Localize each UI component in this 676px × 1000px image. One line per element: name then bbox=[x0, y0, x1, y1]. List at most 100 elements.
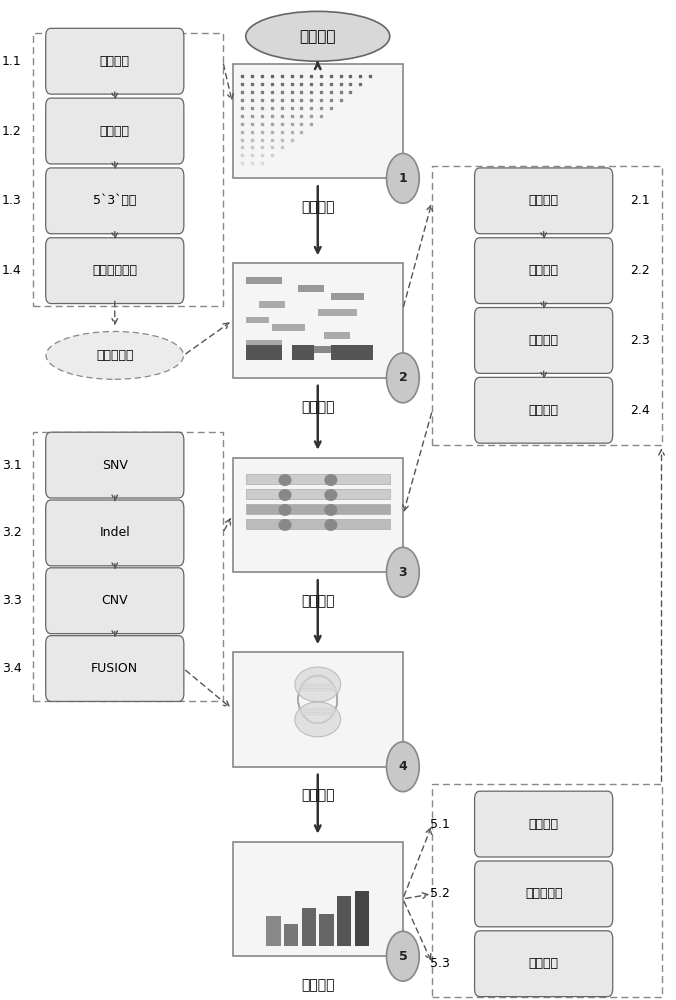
Text: 质量矫正: 质量矫正 bbox=[529, 404, 558, 417]
Text: SNV: SNV bbox=[102, 459, 128, 472]
FancyBboxPatch shape bbox=[46, 98, 184, 164]
Ellipse shape bbox=[279, 519, 291, 531]
Text: 3.1: 3.1 bbox=[2, 459, 22, 472]
Ellipse shape bbox=[246, 11, 390, 61]
Bar bbox=[284, 924, 298, 946]
Text: 3: 3 bbox=[399, 566, 407, 579]
Bar bbox=[246, 340, 282, 347]
Ellipse shape bbox=[279, 474, 291, 486]
Text: 2: 2 bbox=[398, 371, 407, 384]
Text: 变异统计: 变异统计 bbox=[529, 957, 558, 970]
FancyBboxPatch shape bbox=[46, 636, 184, 701]
FancyBboxPatch shape bbox=[475, 861, 612, 927]
FancyBboxPatch shape bbox=[475, 238, 612, 304]
Text: 5.1: 5.1 bbox=[431, 818, 450, 831]
Ellipse shape bbox=[295, 667, 341, 702]
Bar bbox=[291, 345, 314, 360]
Bar bbox=[246, 474, 390, 484]
Circle shape bbox=[387, 742, 419, 792]
Text: 5: 5 bbox=[398, 950, 407, 963]
Bar bbox=[272, 324, 305, 331]
Text: 5.3: 5.3 bbox=[431, 957, 450, 970]
Ellipse shape bbox=[295, 702, 341, 737]
Text: 4: 4 bbox=[398, 760, 407, 773]
Bar bbox=[233, 263, 403, 378]
Bar bbox=[324, 332, 350, 339]
FancyBboxPatch shape bbox=[475, 168, 612, 234]
Text: 1.1: 1.1 bbox=[2, 55, 22, 68]
Bar bbox=[246, 519, 390, 529]
Ellipse shape bbox=[46, 331, 183, 379]
Text: 1.3: 1.3 bbox=[2, 194, 22, 207]
FancyBboxPatch shape bbox=[46, 568, 184, 634]
Text: Indel: Indel bbox=[99, 526, 130, 539]
Circle shape bbox=[387, 931, 419, 981]
Bar bbox=[33, 432, 223, 701]
Ellipse shape bbox=[279, 489, 291, 501]
Text: 3.3: 3.3 bbox=[2, 594, 22, 607]
FancyBboxPatch shape bbox=[46, 168, 184, 234]
Bar bbox=[433, 784, 662, 997]
Ellipse shape bbox=[279, 504, 291, 516]
FancyBboxPatch shape bbox=[46, 28, 184, 94]
Ellipse shape bbox=[324, 474, 337, 486]
Text: FUSION: FUSION bbox=[91, 662, 139, 675]
Text: 1: 1 bbox=[398, 172, 407, 185]
FancyBboxPatch shape bbox=[475, 931, 612, 997]
Bar bbox=[33, 33, 223, 306]
Text: 变异检测: 变异检测 bbox=[301, 594, 335, 608]
Bar bbox=[233, 64, 403, 178]
Bar bbox=[246, 317, 268, 323]
Bar bbox=[319, 914, 334, 946]
Bar bbox=[301, 908, 316, 946]
FancyBboxPatch shape bbox=[475, 377, 612, 443]
Bar bbox=[259, 301, 285, 308]
Bar bbox=[331, 293, 364, 300]
Text: 高质量数据: 高质量数据 bbox=[96, 349, 134, 362]
Bar bbox=[355, 891, 369, 946]
Bar bbox=[305, 346, 334, 353]
Ellipse shape bbox=[324, 519, 337, 531]
Text: 3.4: 3.4 bbox=[2, 662, 22, 675]
Text: 滑动窗口质控: 滑动窗口质控 bbox=[92, 264, 137, 277]
Bar bbox=[337, 896, 352, 946]
Bar bbox=[246, 345, 282, 360]
Text: 变异注释: 变异注释 bbox=[301, 789, 335, 803]
Text: 5`3`剪切: 5`3`剪切 bbox=[93, 194, 137, 207]
FancyBboxPatch shape bbox=[46, 432, 184, 498]
Bar bbox=[331, 345, 373, 360]
Bar bbox=[246, 277, 282, 284]
Bar bbox=[298, 285, 324, 292]
Text: 2.1: 2.1 bbox=[631, 194, 650, 207]
Text: 2.3: 2.3 bbox=[631, 334, 650, 347]
Text: 优化比对: 优化比对 bbox=[529, 334, 558, 347]
Text: 序列比对: 序列比对 bbox=[529, 264, 558, 277]
Bar bbox=[266, 916, 281, 946]
Text: 5.2: 5.2 bbox=[431, 887, 450, 900]
Bar bbox=[233, 458, 403, 572]
Circle shape bbox=[387, 153, 419, 203]
Bar bbox=[246, 504, 390, 514]
FancyBboxPatch shape bbox=[46, 238, 184, 304]
Ellipse shape bbox=[324, 489, 337, 501]
FancyBboxPatch shape bbox=[475, 791, 612, 857]
Text: 质量查看: 质量查看 bbox=[100, 55, 130, 68]
Text: 构建索引: 构建索引 bbox=[529, 194, 558, 207]
Text: 去除接头: 去除接头 bbox=[100, 125, 130, 138]
Text: 比对统计: 比对统计 bbox=[529, 818, 558, 831]
Bar bbox=[233, 842, 403, 956]
Bar bbox=[246, 489, 390, 499]
Bar bbox=[233, 652, 403, 767]
Text: 测序数据: 测序数据 bbox=[299, 29, 336, 44]
FancyBboxPatch shape bbox=[475, 308, 612, 373]
Text: 统计报告: 统计报告 bbox=[301, 978, 335, 992]
Text: 覆盖度统计: 覆盖度统计 bbox=[525, 887, 562, 900]
Text: CNV: CNV bbox=[101, 594, 128, 607]
Text: 3.2: 3.2 bbox=[2, 526, 22, 539]
Text: 2.2: 2.2 bbox=[631, 264, 650, 277]
Text: 质量控制: 质量控制 bbox=[301, 200, 335, 214]
Circle shape bbox=[387, 353, 419, 403]
Bar bbox=[318, 309, 357, 316]
Bar bbox=[433, 166, 662, 445]
Circle shape bbox=[387, 547, 419, 597]
